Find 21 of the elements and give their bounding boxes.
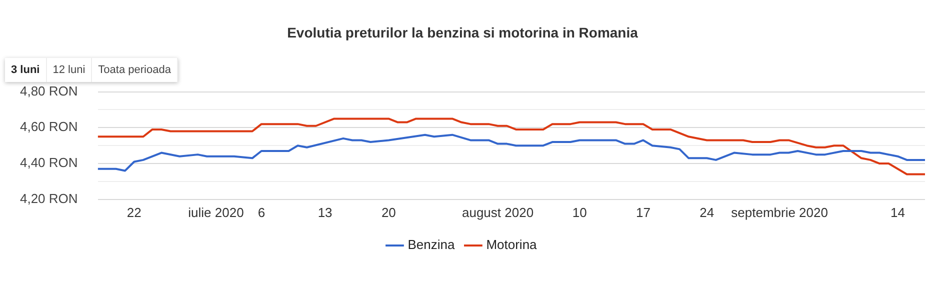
x-tick-label: 17 (636, 204, 650, 220)
x-tick-label: 6 (258, 204, 266, 220)
chart-title: Evolutia preturilor la benzina si motorina in Romania (287, 24, 638, 40)
x-tick-label: iulie 2020 (188, 204, 244, 220)
text: 3 luni (5, 58, 47, 82)
x-tick-label: 24 (700, 204, 714, 220)
x-tick-label: 14 (890, 204, 905, 220)
x-tick-label: 13 (318, 204, 332, 220)
legend-label: Benzina (408, 237, 456, 252)
y-tick-label: 4,80 RON (20, 83, 78, 98)
x-tick-label: 10 (572, 204, 587, 220)
y-tick-label: 4,60 RON (20, 119, 78, 134)
legend-label: Motorina (486, 237, 538, 252)
y-tick-label: 4,20 RON (20, 190, 78, 206)
x-tick-label: 20 (381, 204, 396, 220)
x-tick-label: septembrie 2020 (731, 204, 828, 220)
x-tick-label: 22 (126, 204, 142, 220)
y-tick-label: 4,40 RON (20, 155, 78, 170)
text: Toata perioada (92, 58, 178, 82)
x-tick-label: august 2020 (462, 204, 534, 220)
text: 12 luni (46, 58, 92, 82)
